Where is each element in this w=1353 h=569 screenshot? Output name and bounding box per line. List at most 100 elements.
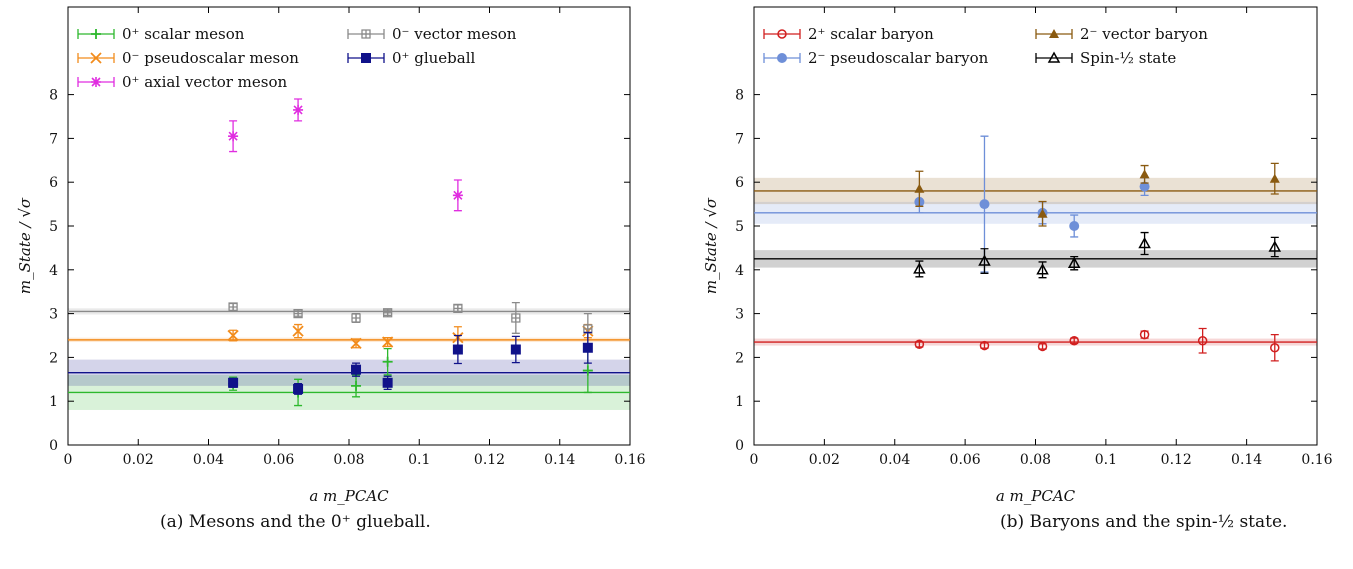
y-axis-label: m_State / √σ bbox=[702, 197, 720, 294]
x-tick-label: 0.12 bbox=[474, 452, 505, 468]
y-tick-label: 1 bbox=[49, 394, 58, 410]
data-point bbox=[1138, 236, 1151, 249]
y-tick-label: 1 bbox=[735, 394, 744, 410]
legend-line bbox=[1035, 53, 1073, 63]
legend-label: 0⁻ pseudoscalar meson bbox=[122, 49, 299, 67]
legend-label: 2⁺ scalar baryon bbox=[808, 25, 934, 43]
y-tick-label: 3 bbox=[735, 307, 744, 323]
x-tick-label: 0.14 bbox=[544, 452, 575, 468]
data-point bbox=[351, 313, 361, 323]
legend-label: Spin-½ state bbox=[1080, 49, 1176, 67]
legend-label: 0⁺ axial vector meson bbox=[122, 73, 288, 91]
data-point bbox=[292, 325, 304, 337]
y-tick-label: 7 bbox=[735, 131, 744, 147]
y-tick-label: 6 bbox=[735, 175, 744, 191]
legend-label: 2⁻ pseudoscalar baryon bbox=[808, 49, 989, 67]
data-point bbox=[1069, 221, 1080, 231]
legend-marker bbox=[1049, 29, 1059, 38]
data-point bbox=[511, 313, 521, 323]
series-1 bbox=[227, 323, 594, 350]
x-tick-label: 0.06 bbox=[263, 452, 294, 468]
data-point bbox=[293, 104, 304, 115]
x-tick-label: 0.12 bbox=[1161, 452, 1192, 468]
legend-label: 0⁺ scalar meson bbox=[122, 25, 245, 43]
y-tick-label: 8 bbox=[49, 88, 58, 104]
data-point bbox=[228, 131, 239, 142]
data-point bbox=[1139, 169, 1150, 179]
data-point bbox=[1036, 263, 1049, 275]
data-point bbox=[1067, 256, 1081, 268]
error-bar bbox=[1270, 333, 1279, 362]
data-point bbox=[382, 336, 394, 348]
x-tick-label: 0.16 bbox=[1301, 452, 1332, 468]
data-point bbox=[382, 377, 393, 388]
legend-marker bbox=[777, 29, 787, 39]
error-bar bbox=[980, 248, 989, 274]
data-point bbox=[582, 365, 593, 376]
data-point bbox=[583, 324, 593, 334]
data-point bbox=[1268, 240, 1282, 252]
data-point bbox=[979, 340, 990, 351]
data-point bbox=[350, 337, 362, 350]
y-tick-label: 6 bbox=[49, 175, 58, 191]
legend-entry-0: 2⁺ scalar baryon bbox=[763, 25, 934, 43]
x-tick-label: 0.02 bbox=[123, 452, 154, 468]
x-tick-label: 0.02 bbox=[809, 452, 840, 468]
data-point bbox=[452, 344, 463, 355]
legend-entry-3: Spin-½ state bbox=[1035, 49, 1176, 67]
y-tick-label: 3 bbox=[49, 307, 58, 323]
y-tick-label: 2 bbox=[735, 350, 744, 366]
data-point bbox=[1270, 343, 1280, 353]
x-axis-label: a m_PCAC bbox=[996, 487, 1076, 505]
y-tick-label: 0 bbox=[735, 438, 744, 454]
data-point bbox=[382, 356, 393, 367]
legend-marker bbox=[777, 53, 787, 63]
legend-label: 2⁻ vector baryon bbox=[1080, 25, 1208, 43]
data-point bbox=[293, 383, 304, 394]
x-tick-label: 0.08 bbox=[1020, 452, 1051, 468]
x-tick-label: 0.04 bbox=[879, 452, 910, 468]
data-point bbox=[382, 308, 393, 318]
caption-mesons: (a) Mesons and the 0⁺ glueball. bbox=[160, 512, 431, 532]
x-tick-label: 0 bbox=[750, 452, 759, 468]
data-point bbox=[1037, 208, 1048, 218]
data-point bbox=[228, 377, 239, 388]
data-point bbox=[453, 303, 463, 313]
legend-entry-0: 0⁺ scalar meson bbox=[77, 25, 245, 43]
x-tick-label: 0.14 bbox=[1231, 452, 1262, 468]
x-tick-label: 0.1 bbox=[408, 452, 430, 468]
data-point bbox=[1197, 336, 1208, 346]
chart-baryons: 0 0.02 0.04 0.06 0.08 0.1 0.12 0.14 0.16 0 1 2 3 4 5 6 7… bbox=[702, 6, 1333, 505]
series-0 bbox=[914, 327, 1280, 362]
y-tick-label: 4 bbox=[735, 263, 744, 279]
data-point bbox=[1037, 341, 1048, 352]
error-bar bbox=[1140, 231, 1149, 256]
legend-marker bbox=[91, 29, 101, 39]
data-point bbox=[1139, 181, 1150, 192]
series-2 bbox=[914, 162, 1280, 227]
data-point bbox=[227, 329, 239, 342]
x-tick-label: 0.16 bbox=[614, 452, 645, 468]
legend-entry-1: 2⁻ pseudoscalar baryon bbox=[763, 49, 989, 67]
y-tick-label: 4 bbox=[49, 263, 58, 279]
x-tick-label: 0.06 bbox=[950, 452, 981, 468]
chart-mesons: 0 0.02 0.04 0.06 0.08 0.1 0.12 0.14 0.16 0 1 2 3 4 5 6 7… bbox=[16, 6, 646, 505]
x-tick-label: 0.1 bbox=[1095, 452, 1117, 468]
y-tick-label: 8 bbox=[735, 88, 744, 104]
legend-marker bbox=[361, 53, 371, 63]
series-3 bbox=[913, 231, 1282, 279]
data-point bbox=[228, 302, 238, 312]
data-point bbox=[914, 183, 925, 193]
plot-frame bbox=[753, 6, 1318, 446]
data-point bbox=[582, 342, 593, 353]
error-bar bbox=[1198, 327, 1207, 354]
data-point bbox=[914, 339, 925, 350]
data-point bbox=[510, 344, 521, 355]
data-point bbox=[351, 380, 362, 391]
series-2 bbox=[228, 98, 463, 212]
y-tick-label: 0 bbox=[49, 438, 58, 454]
legend-marker bbox=[1047, 51, 1061, 63]
legend-entry-2: 2⁻ vector baryon bbox=[1035, 25, 1208, 43]
legend-entry-4: 0⁺ glueball bbox=[347, 49, 476, 67]
